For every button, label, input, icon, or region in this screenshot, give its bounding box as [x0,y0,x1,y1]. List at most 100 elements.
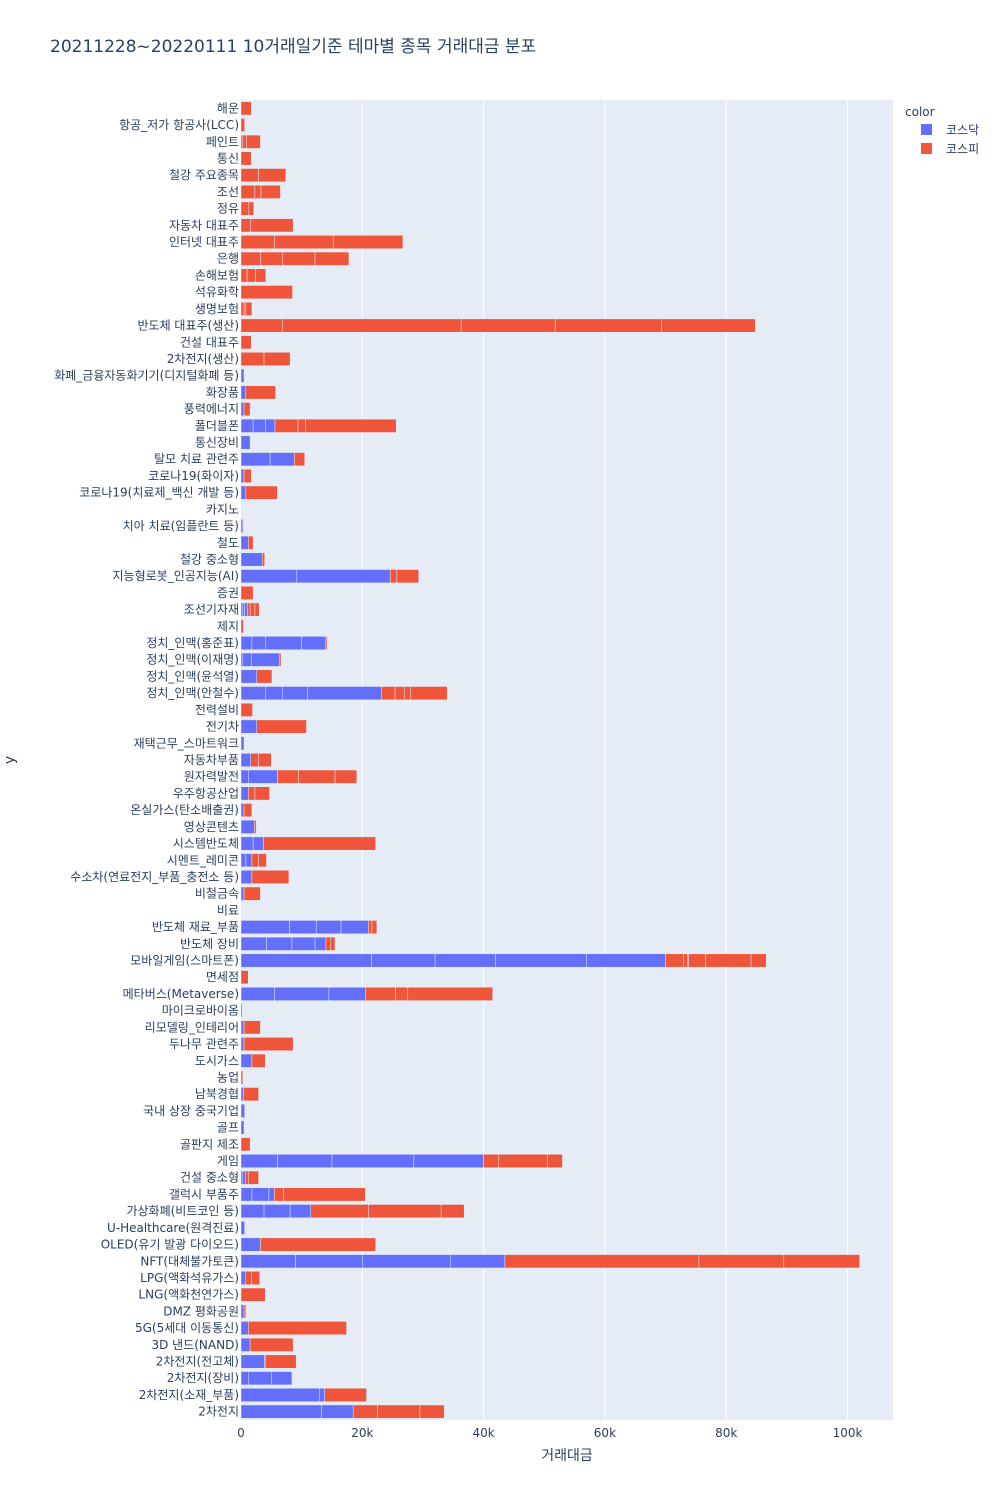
bar-segment [243,1020,261,1035]
bar-segment [368,920,373,935]
bar-segment [240,602,244,617]
legend-label[interactable]: 코스닥 [946,123,979,137]
y-tick-label: 자동차부품 [184,753,239,767]
bar-segment [395,986,409,1001]
bar-segment [305,418,397,433]
bar-segment [243,803,253,818]
bar-segment [289,1204,311,1219]
bar-segment [683,953,688,968]
bar-segment [240,118,245,132]
bar-segment [504,1254,700,1269]
bar-segment [240,1321,249,1336]
bar-segment [265,418,276,433]
bar-segment [688,953,706,968]
bar-segment [240,1220,245,1235]
bar-segment [277,1154,333,1168]
bar-segment [289,920,317,935]
y-tick-label: 치아 치료(임플란트 등) [123,519,239,533]
bar-segment [274,235,334,249]
bar-segment [240,1120,245,1135]
bar-segment [254,602,260,617]
y-tick-label: 제지 [217,619,239,633]
bar-segment [263,1204,291,1219]
bar-segment [281,318,462,333]
bar-segment [240,519,244,534]
bar-segment [240,1287,266,1302]
y-tick-label: LPG(액화석유가스) [140,1271,239,1285]
bar-segment [240,753,251,767]
bar-segment [243,1087,259,1102]
bar-segment [242,652,252,667]
bar-segment [240,1237,261,1252]
bar-segment [245,301,253,316]
bar-segment [315,920,342,935]
x-tick-label: 60k [594,1426,616,1440]
bar-segment [240,235,275,249]
y-tick-label: 전력설비 [195,703,239,717]
bar-segment [307,686,382,701]
x-tick-label: 0 [237,1426,245,1440]
y-tick-label: 모바일게임(스마트폰) [130,954,239,968]
y-tick-label: LNG(액화천연가스) [138,1287,239,1302]
bar-segment [240,535,249,550]
legend-label[interactable]: 코스피 [946,142,979,156]
y-tick-label: 정유 [217,202,239,216]
y-tick-label: 항공_저가 항공사(LCC) [119,118,239,132]
bar-segment [750,953,767,968]
bar-segment [261,552,265,567]
bar-segment [419,1404,445,1419]
bar-segment [248,786,256,801]
bar-segment [291,936,316,951]
y-tick-label: 정치_인맥(이재명) [146,653,239,667]
bar-segment [240,552,263,567]
bar-segment [340,920,369,935]
bar-segment [365,986,396,1001]
bar-segment [249,602,256,617]
bar-segment [260,184,281,199]
bar-segment [246,268,256,283]
bar-segment [256,669,273,684]
legend-swatch [921,143,932,154]
bar-segment [240,1170,244,1185]
y-tick-label: 건설 대표주 [180,335,239,349]
bar-segment [243,402,251,417]
bar-segment [255,268,267,283]
x-tick-label: 40k [472,1426,494,1440]
bar-segment [240,870,253,884]
y-tick-label: 재택근무_스마트워크 [134,736,239,750]
bar-segment [251,1271,261,1285]
bar-segment [251,1187,270,1202]
x-tick-label: 20k [351,1426,373,1440]
bar-segment [240,301,245,316]
bar-segment [240,402,245,417]
bar-segment [240,251,261,266]
y-tick-label: 3D 낸드(NAND) [151,1338,239,1352]
bar-segment [240,151,252,166]
y-tick-label: 전기차 [206,720,239,734]
bar-segment [240,769,249,784]
bar-segment [483,1154,500,1168]
plot-area [241,100,893,1420]
bar-segment [246,134,261,149]
bar-segment [240,352,265,366]
y-tick-label: 2차전지(소재_부품) [139,1388,239,1402]
bar-segment [248,201,254,216]
y-tick-label: 화장품 [206,385,239,399]
bar-segment [252,836,264,851]
bar-segment [240,736,245,751]
bar-segment [325,636,328,650]
bar-segment [407,986,493,1001]
y-tick-label: 리모델링_인테리어 [145,1020,239,1034]
bar-segment [240,585,254,600]
bar-segment [240,201,250,216]
bar-segment [240,469,245,483]
bar-segment [440,1204,465,1219]
bar-segment [248,535,254,550]
y-axis-title: y [2,756,18,764]
bar-segment [243,301,247,316]
y-tick-label: 조선 [217,185,239,199]
bar-segment [263,352,291,366]
bar-segment [298,769,336,784]
bar-segment [434,953,496,968]
